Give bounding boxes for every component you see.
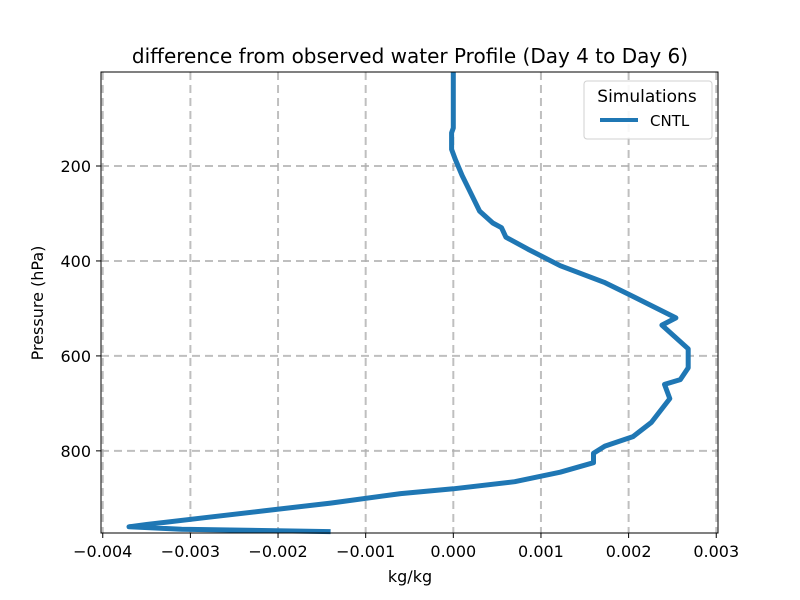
x-tick-label: 0.002: [606, 542, 652, 561]
x-tick-label: 0.003: [693, 542, 739, 561]
legend-label-cntl: CNTL: [650, 112, 690, 130]
y-axis-label: Pressure (hPa): [28, 246, 47, 361]
chart-title: difference from observed water Profile (…: [132, 44, 688, 68]
x-axis-label: kg/kg: [388, 567, 432, 586]
legend-title: Simulations: [597, 87, 697, 107]
x-tick-label: 0.000: [430, 542, 476, 561]
legend-box: [583, 80, 713, 140]
x-tick-label: −0.003: [161, 542, 220, 561]
legend: Simulations CNTL: [583, 80, 713, 140]
x-tick-label: 0.001: [518, 542, 564, 561]
plot-frame: [100, 71, 719, 534]
ticks-layer: −0.004 −0.003 −0.002 −0.001 0.000 0.001 0.002 0…: [60, 157, 739, 561]
y-tick-label: 200: [60, 157, 91, 176]
x-tick-label: −0.004: [73, 542, 132, 561]
y-tick-label: 600: [60, 347, 91, 366]
y-tick-label: 400: [60, 252, 91, 271]
x-tick-label: −0.002: [248, 542, 307, 561]
y-tick-label: 800: [60, 442, 91, 461]
x-tick-label: −0.001: [336, 542, 395, 561]
grid-layer: [101, 72, 718, 533]
series-layer: [126, 72, 691, 535]
series-line-cntl: [126, 72, 691, 535]
